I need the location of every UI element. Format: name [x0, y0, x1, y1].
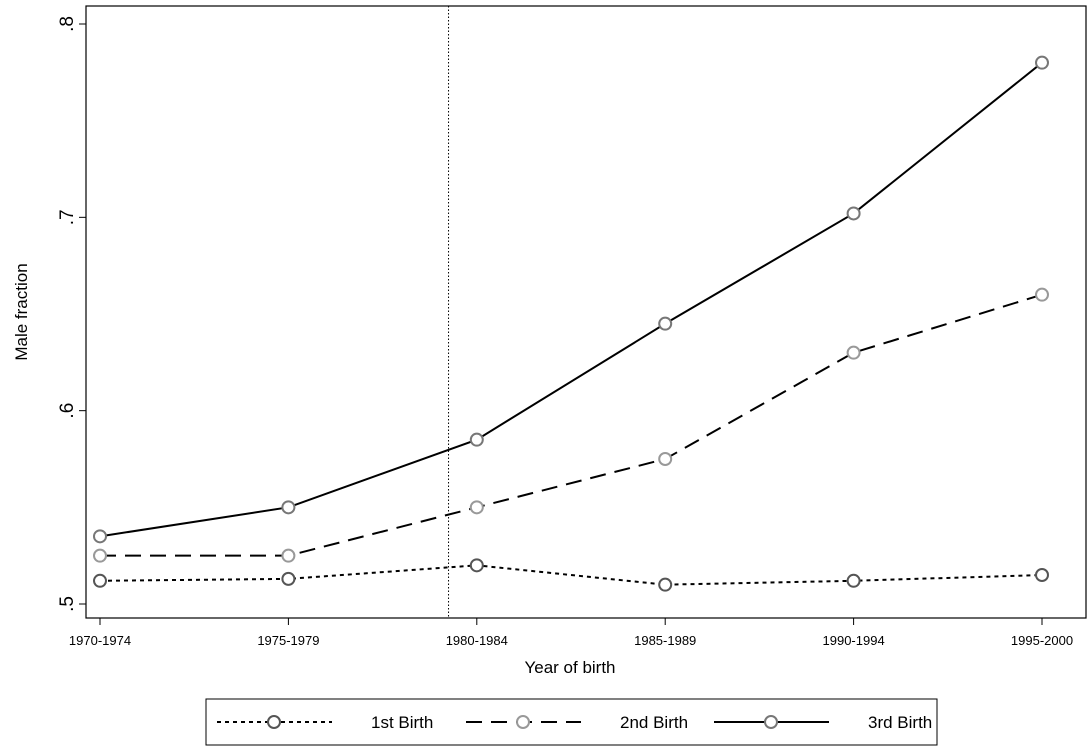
data-point — [281, 548, 296, 563]
series-line-1 — [99, 564, 1043, 586]
y-tick-label: .5 — [57, 596, 78, 612]
data-point — [281, 500, 296, 515]
plot-frame — [85, 5, 1087, 619]
data-point — [1035, 55, 1049, 70]
x-tick-label: 1985-1989 — [634, 633, 696, 648]
data-point — [658, 316, 673, 331]
x-axis-title: Year of birth — [524, 658, 615, 677]
data-point — [281, 571, 296, 586]
legend-label-3: 3rd Birth — [868, 713, 932, 732]
y-tick-label: .8 — [57, 16, 78, 32]
x-tick-label: 1990-1994 — [823, 633, 885, 648]
series-layer — [93, 55, 1049, 592]
y-axis: .5 .6 .7 .8 — [57, 16, 86, 612]
data-point — [1035, 568, 1049, 582]
x-tick-label: 1970-1974 — [69, 633, 131, 648]
data-point — [93, 529, 107, 544]
data-point — [93, 573, 107, 588]
data-point — [846, 345, 861, 360]
x-tick-label: 1995-2000 — [1011, 633, 1073, 648]
legend-label-2: 2nd Birth — [620, 713, 688, 732]
data-point — [469, 432, 484, 447]
legend-label-1: 1st Birth — [371, 713, 433, 732]
data-point — [469, 500, 484, 515]
data-point — [658, 577, 673, 592]
y-axis-title: Male fraction — [12, 263, 31, 360]
data-point — [846, 206, 861, 221]
series-line-3 — [99, 61, 1043, 538]
legend: 1st Birth 2nd Birth 3rd Birth — [205, 698, 938, 746]
x-tick-label: 1975-1979 — [257, 633, 319, 648]
x-tick-label: 1980-1984 — [446, 633, 508, 648]
data-point — [469, 558, 484, 573]
x-axis: 1970-1974 1975-1979 1980-1984 1985-1989 1990… — [69, 618, 1073, 648]
series-line-2 — [100, 293, 1043, 557]
legend-marker-1 — [267, 715, 281, 729]
y-tick-label: .6 — [57, 403, 78, 419]
legend-marker-2 — [516, 715, 530, 729]
data-point — [93, 548, 107, 563]
y-tick-label: .7 — [57, 209, 78, 225]
data-point — [1035, 287, 1049, 302]
data-point — [658, 452, 673, 466]
data-point — [846, 573, 861, 588]
legend-marker-3 — [764, 715, 778, 729]
